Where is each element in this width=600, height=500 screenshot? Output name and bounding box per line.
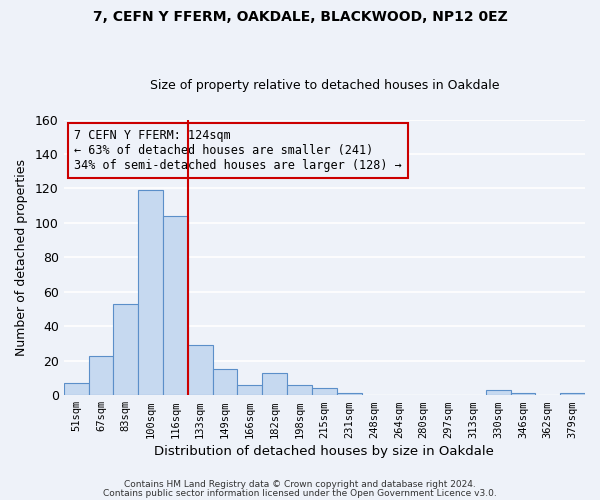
Bar [113,304,138,395]
Bar [163,216,188,395]
Bar [238,385,262,395]
Text: Contains HM Land Registry data © Crown copyright and database right 2024.: Contains HM Land Registry data © Crown c… [124,480,476,489]
Bar [262,373,287,395]
Bar [560,394,585,395]
Bar [89,356,113,395]
Bar [212,370,238,395]
Bar [64,383,89,395]
Bar [287,385,312,395]
Bar [312,388,337,395]
Y-axis label: Number of detached properties: Number of detached properties [15,159,28,356]
Bar [486,390,511,395]
Bar [337,394,362,395]
Text: 7 CEFN Y FFERM: 124sqm
← 63% of detached houses are smaller (241)
34% of semi-de: 7 CEFN Y FFERM: 124sqm ← 63% of detached… [74,129,402,172]
Title: Size of property relative to detached houses in Oakdale: Size of property relative to detached ho… [149,79,499,92]
Text: 7, CEFN Y FFERM, OAKDALE, BLACKWOOD, NP12 0EZ: 7, CEFN Y FFERM, OAKDALE, BLACKWOOD, NP1… [92,10,508,24]
Bar [188,345,212,395]
Bar [138,190,163,395]
X-axis label: Distribution of detached houses by size in Oakdale: Distribution of detached houses by size … [154,444,494,458]
Text: Contains public sector information licensed under the Open Government Licence v3: Contains public sector information licen… [103,488,497,498]
Bar [511,394,535,395]
